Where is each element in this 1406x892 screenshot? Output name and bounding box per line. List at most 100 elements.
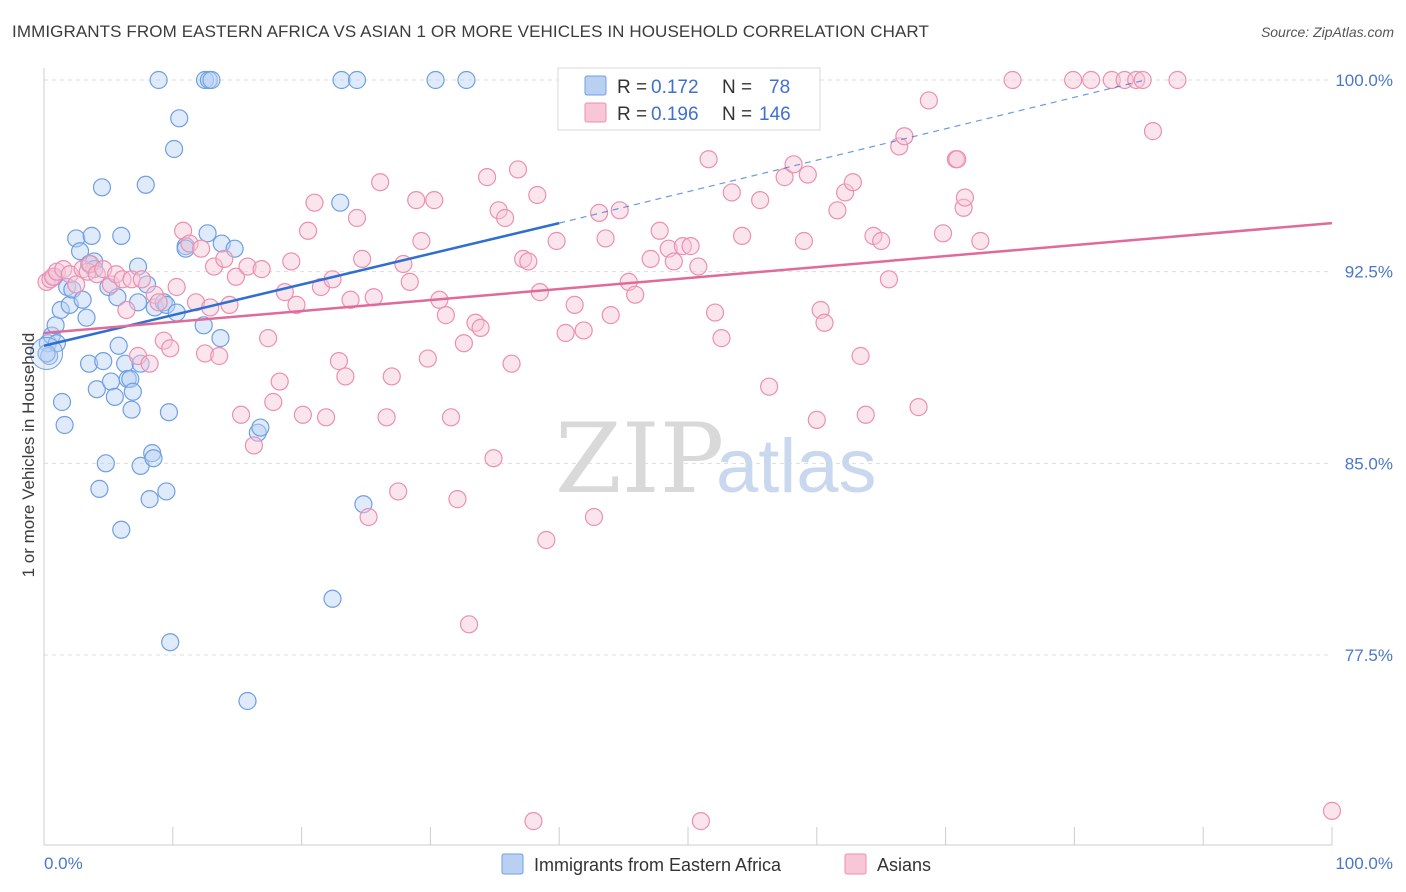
asians-point-103 — [673, 237, 692, 256]
asians-point-146 — [955, 188, 975, 207]
asians-point-133 — [971, 231, 990, 251]
asians-point-57 — [359, 507, 378, 527]
eastern-africa-point-25 — [96, 454, 115, 473]
asians-point-143 — [948, 150, 967, 169]
eastern-africa-point-72 — [332, 70, 351, 90]
asians-point-60 — [377, 408, 396, 427]
trend-line-eastern-africa-extension — [559, 79, 1146, 224]
eastern-africa-point-7 — [52, 392, 72, 412]
asians-point-41 — [264, 392, 283, 412]
asians-point-42 — [270, 372, 289, 391]
asians-point-31 — [204, 257, 224, 276]
asians-point-83 — [514, 249, 533, 268]
eastern-africa-point-36 — [122, 400, 141, 419]
asians-point-92 — [584, 507, 604, 527]
asians-point-102 — [664, 252, 683, 271]
eastern-africa-point-37 — [123, 382, 142, 401]
asians-point-56 — [353, 249, 372, 268]
eastern-africa-point-67 — [238, 691, 257, 711]
asians-point-85 — [528, 185, 547, 205]
legend-r-value-pink: 0.196 — [651, 104, 699, 125]
asians-point-78 — [484, 449, 503, 468]
asians-point-61 — [382, 367, 401, 386]
asians-point-110 — [732, 226, 752, 245]
series-eastern-africa-points — [30, 70, 476, 711]
eastern-africa-point-28 — [105, 387, 124, 406]
asians-point-45 — [287, 295, 306, 314]
asians-point-114 — [784, 155, 803, 174]
bottom-legend-swatch-pink — [844, 853, 867, 875]
bottom-legend-label-pink: Asians — [877, 855, 931, 875]
eastern-africa-point-31 — [112, 226, 131, 245]
asians-point-105 — [689, 257, 708, 276]
eastern-africa-point-60 — [195, 70, 215, 90]
asians-point-65 — [407, 191, 426, 210]
legend-swatch-pink — [584, 102, 607, 123]
asians-point-137 — [1102, 70, 1121, 90]
asians-point-109 — [722, 183, 741, 202]
asians-point-108 — [712, 329, 731, 348]
x-tick-label-1: 100.0% — [1335, 854, 1393, 873]
asians-point-19 — [140, 354, 159, 373]
asians-point-35 — [226, 267, 246, 286]
asians-point-16 — [122, 270, 141, 289]
asians-point-6 — [67, 275, 86, 294]
grid-lines — [44, 79, 1332, 656]
bottom-legend-label-blue: Immigrants from Eastern Africa — [534, 855, 782, 875]
asians-point-88 — [547, 231, 566, 251]
asians-point-125 — [879, 270, 899, 289]
asians-point-104 — [681, 237, 700, 256]
asians-point-70 — [436, 306, 455, 325]
eastern-africa-cluster-marker — [30, 336, 64, 370]
legend-n-label-pink: N = — [722, 104, 752, 125]
y-tick-label-3: 100.0% — [1335, 71, 1393, 90]
asians-point-124 — [872, 231, 891, 251]
asians-point-67 — [418, 349, 437, 368]
asians-point-119 — [828, 201, 847, 220]
eastern-africa-point-32 — [112, 520, 131, 539]
asians-point-26 — [180, 234, 199, 253]
asians-point-144 — [691, 812, 710, 831]
legend-n-value-pink: 146 — [759, 104, 791, 125]
source-credit: Source: ZipAtlas.com — [1260, 24, 1394, 40]
asians-point-100 — [650, 221, 669, 240]
asians-point-55 — [347, 208, 367, 228]
eastern-africa-point-48 — [149, 70, 168, 90]
asians-point-130 — [933, 224, 953, 243]
series-legend: Immigrants from Eastern Africa Asians — [501, 853, 931, 875]
eastern-africa-point-21 — [87, 380, 106, 399]
eastern-africa-point-44 — [140, 490, 159, 509]
asians-point-106 — [699, 150, 718, 169]
asians-point-129 — [919, 91, 938, 110]
asians-point-52 — [329, 352, 349, 371]
eastern-africa-point-61 — [198, 224, 217, 243]
eastern-africa-point-76 — [457, 70, 476, 90]
asians-point-71 — [441, 408, 461, 427]
legend-r-label-pink: R = — [617, 104, 647, 125]
asians-point-126 — [890, 137, 909, 156]
eastern-africa-point-8 — [55, 415, 74, 435]
asians-point-77 — [477, 168, 497, 187]
eastern-africa-point-70 — [323, 589, 342, 608]
chart-title: IMMIGRANTS FROM EASTERN AFRICA VS ASIAN … — [12, 22, 929, 41]
watermark-zip: ZIP — [555, 403, 724, 515]
legend-swatch-blue — [584, 75, 607, 96]
asians-point-12 — [101, 275, 121, 294]
asians-point-46 — [293, 405, 312, 424]
asians-point-44 — [282, 252, 301, 271]
asians-point-93 — [590, 203, 609, 222]
legend-r-value-blue: 0.172 — [651, 77, 699, 98]
trend-line-asians — [43, 221, 1333, 335]
asians-point-116 — [798, 165, 817, 184]
asians-point-64 — [400, 272, 419, 291]
eastern-africa-point-71 — [331, 193, 350, 212]
asians-point-47 — [298, 221, 318, 240]
asians-point-37 — [238, 257, 257, 276]
asians-point-136 — [1082, 70, 1101, 90]
asians-point-99 — [641, 249, 660, 268]
asians-point-23 — [161, 339, 180, 358]
eastern-africa-point-42 — [136, 175, 155, 194]
asians-point-80 — [496, 208, 515, 228]
asians-point-145 — [1322, 801, 1342, 820]
